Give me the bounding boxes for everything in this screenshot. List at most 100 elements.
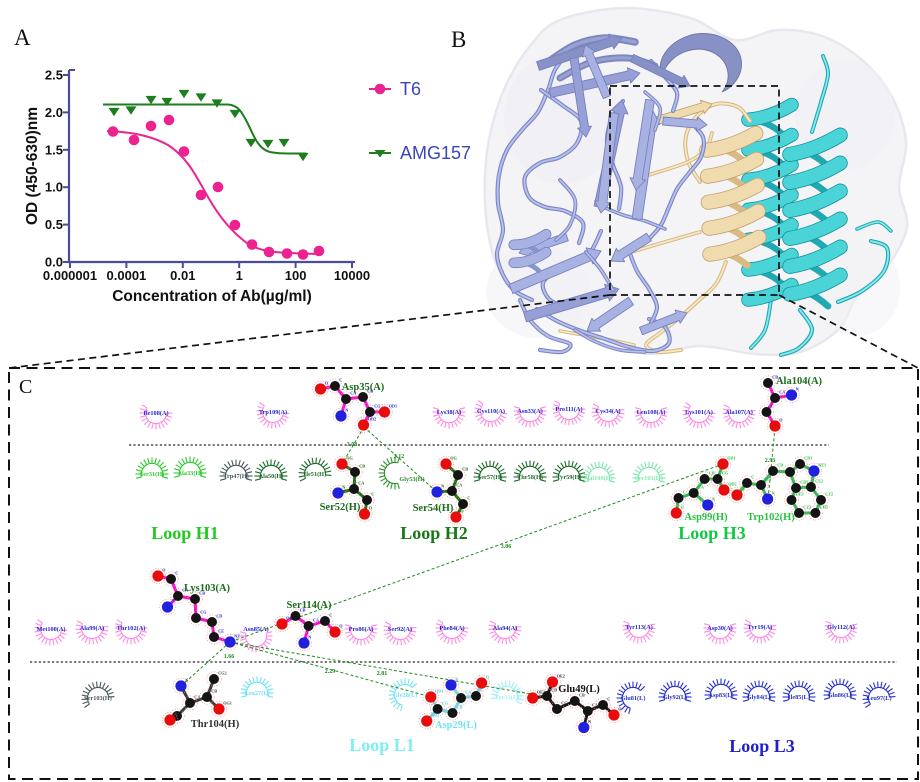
- svg-text:3.12: 3.12: [394, 454, 405, 460]
- svg-text:N: N: [441, 483, 444, 488]
- svg-text:C: C: [371, 491, 374, 496]
- svg-text:Tyr113(A): Tyr113(A): [625, 624, 653, 631]
- svg-text:Loop L1: Loop L1: [349, 735, 415, 755]
- svg-text:Ser103(H): Ser103(H): [84, 695, 112, 702]
- svg-text:O: O: [162, 567, 166, 572]
- svg-text:Ile108(A): Ile108(A): [143, 410, 168, 417]
- svg-text:CB: CB: [457, 704, 463, 709]
- svg-text:Ser114(A): Ser114(A): [287, 600, 332, 611]
- svg-text:Glu81(L): Glu81(L): [621, 695, 646, 702]
- svg-text:C: C: [329, 612, 332, 617]
- svg-text:Trp109(A): Trp109(A): [259, 409, 287, 416]
- svg-text:CB: CB: [777, 462, 783, 467]
- svg-text:C: C: [467, 495, 470, 500]
- svg-text:CB: CB: [709, 470, 715, 475]
- svg-text:OD2: OD2: [368, 416, 376, 421]
- svg-text:OE2: OE2: [557, 673, 565, 678]
- svg-text:CA: CA: [779, 389, 785, 394]
- svg-text:Tyr19(A): Tyr19(A): [748, 624, 773, 631]
- svg-text:CG: CG: [374, 403, 381, 408]
- svg-text:2.5: 2.5: [45, 68, 63, 83]
- svg-text:1.0: 1.0: [45, 180, 63, 195]
- svg-text:Cys34(A): Cys34(A): [595, 408, 620, 415]
- svg-text:CD: CD: [551, 687, 557, 692]
- svg-text:NZ: NZ: [234, 633, 240, 638]
- svg-text:C: C: [480, 687, 483, 692]
- svg-text:CG: CG: [442, 700, 449, 705]
- svg-text:3.08: 3.08: [347, 442, 358, 448]
- svg-text:Met100(A): Met100(A): [36, 626, 65, 633]
- svg-text:B: B: [451, 27, 466, 52]
- svg-text:CB: CB: [367, 388, 373, 393]
- svg-text:O: O: [325, 380, 329, 385]
- svg-text:0.5: 0.5: [45, 217, 63, 232]
- svg-text:CA: CA: [313, 617, 319, 622]
- svg-text:CG: CG: [200, 609, 207, 614]
- svg-text:N: N: [455, 676, 458, 681]
- svg-text:Loop H3: Loop H3: [678, 523, 746, 543]
- svg-text:CA: CA: [194, 694, 200, 699]
- svg-text:Ala107(A): Ala107(A): [725, 409, 753, 416]
- svg-text:O: O: [460, 508, 464, 513]
- svg-text:OD1: OD1: [389, 403, 397, 408]
- svg-text:2.93: 2.93: [765, 458, 776, 464]
- svg-text:Ala104(A): Ala104(A): [776, 376, 823, 387]
- svg-text:Asp99(H): Asp99(H): [684, 512, 728, 523]
- svg-text:OD2: OD2: [431, 712, 439, 717]
- svg-text:Ile51(H): Ile51(H): [304, 471, 326, 478]
- svg-text:CB: CB: [772, 374, 778, 379]
- svg-text:Pro86(A): Pro86(A): [349, 626, 374, 633]
- svg-text:CB: CB: [359, 463, 365, 468]
- svg-text:CB: CB: [579, 692, 585, 697]
- svg-text:CA: CA: [765, 476, 771, 481]
- svg-text:N: N: [796, 386, 799, 391]
- svg-text:Asp29(L): Asp29(L): [435, 720, 478, 731]
- svg-text:OD1: OD1: [435, 688, 443, 693]
- svg-text:Phe84(A): Phe84(A): [439, 625, 464, 632]
- svg-text:Ser57(H): Ser57(H): [478, 474, 502, 481]
- svg-text:O: O: [369, 505, 373, 510]
- svg-text:CA: CA: [456, 482, 462, 487]
- svg-text:Asp30(A): Asp30(A): [707, 625, 733, 632]
- svg-text:2.29: 2.29: [325, 669, 336, 675]
- svg-text:2.0: 2.0: [45, 105, 63, 120]
- svg-text:100: 100: [285, 268, 307, 283]
- svg-text:Ala33(H): Ala33(H): [178, 470, 203, 477]
- svg-text:Leu97(L): Leu97(L): [866, 695, 891, 702]
- svg-text:C: C: [683, 489, 686, 494]
- svg-text:OG: OG: [346, 455, 353, 460]
- svg-text:OG: OG: [450, 455, 457, 460]
- svg-text:CG2: CG2: [218, 670, 226, 675]
- svg-text:Leu27(L): Leu27(L): [244, 690, 269, 697]
- svg-text:CG: CG: [722, 470, 729, 475]
- svg-text:Asn85(A): Asn85(A): [243, 626, 269, 633]
- svg-text:CA: CA: [465, 689, 471, 694]
- svg-text:CA: CA: [358, 480, 364, 485]
- svg-text:Glu49(L): Glu49(L): [558, 684, 600, 695]
- svg-text:CA: CA: [350, 390, 356, 395]
- svg-text:CA: CA: [592, 702, 598, 707]
- svg-text:2.81: 2.81: [377, 671, 388, 677]
- svg-text:0.0: 0.0: [45, 255, 63, 270]
- svg-text:Pro111(A): Pro111(A): [555, 406, 582, 413]
- svg-text:N: N: [345, 407, 348, 412]
- svg-text:Gly112(A): Gly112(A): [827, 624, 855, 631]
- svg-text:Ser54(H): Ser54(H): [413, 503, 454, 514]
- svg-text:CB: CB: [211, 688, 217, 693]
- svg-text:Gln86(L): Gln86(L): [828, 692, 853, 699]
- svg-text:CZ2: CZ2: [825, 491, 833, 496]
- svg-text:Tyr59(H): Tyr59(H): [556, 474, 581, 481]
- svg-text:CD: CD: [216, 613, 222, 618]
- svg-text:T6: T6: [400, 79, 421, 99]
- svg-text:Trp47(H): Trp47(H): [223, 473, 248, 480]
- svg-text:1.66: 1.66: [224, 654, 235, 660]
- svg-text:OD (450-630)nm: OD (450-630)nm: [24, 107, 41, 225]
- svg-text:3.06: 3.06: [501, 544, 512, 550]
- svg-text:Gly84(L): Gly84(L): [747, 694, 772, 701]
- svg-text:CB: CB: [462, 466, 468, 471]
- svg-text:C: C: [339, 377, 342, 382]
- svg-text:Loop H1: Loop H1: [151, 523, 219, 543]
- svg-text:1.5: 1.5: [45, 142, 63, 157]
- svg-text:Gly92(L): Gly92(L): [663, 694, 688, 701]
- svg-text:Asn33(A): Asn33(A): [517, 408, 543, 415]
